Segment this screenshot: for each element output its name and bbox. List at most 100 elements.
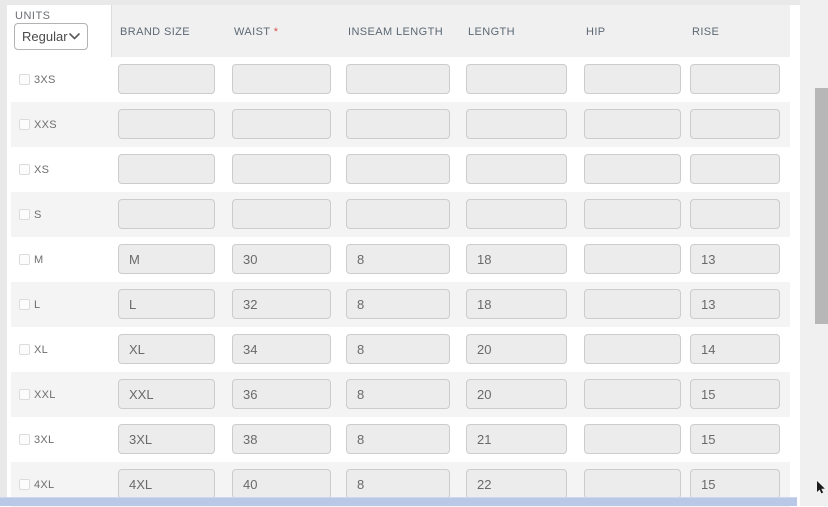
row-checkbox-3xs[interactable] (19, 74, 30, 85)
waist-input-xxl[interactable] (232, 379, 331, 409)
rise-input-xxs[interactable] (690, 109, 780, 139)
hip-input-xl[interactable] (584, 334, 681, 364)
inseam_length-input-3xl[interactable] (346, 424, 450, 454)
row-size-label: 4XL (34, 479, 55, 491)
brand_size-input-xl[interactable] (118, 334, 215, 364)
waist-input-m[interactable] (232, 244, 331, 274)
vertical-scrollbar-track[interactable] (800, 0, 828, 506)
units-panel: UNITS Regular (11, 5, 111, 57)
hip-input-4xl[interactable] (584, 469, 681, 499)
row-checkbox-xs[interactable] (19, 164, 30, 175)
vertical-scrollbar-thumb[interactable] (815, 88, 828, 324)
column-header-hip: HIP (586, 26, 606, 38)
size-row-xs: XS (11, 147, 790, 192)
row-checkbox-m[interactable] (19, 254, 30, 265)
rise-input-xs[interactable] (690, 154, 780, 184)
waist-input-xxs[interactable] (232, 109, 331, 139)
waist-input-s[interactable] (232, 199, 331, 229)
row-size-label: XXL (34, 389, 56, 401)
size-row-xxs: XXS (11, 102, 790, 147)
brand_size-input-l[interactable] (118, 289, 215, 319)
waist-input-xl[interactable] (232, 334, 331, 364)
rise-input-m[interactable] (690, 244, 780, 274)
hip-input-s[interactable] (584, 199, 681, 229)
inseam_length-input-3xs[interactable] (346, 64, 450, 94)
inseam_length-input-s[interactable] (346, 199, 450, 229)
inseam_length-input-l[interactable] (346, 289, 450, 319)
column-header-waist: WAIST * (234, 26, 279, 38)
row-checkbox-l[interactable] (19, 299, 30, 310)
hip-input-l[interactable] (584, 289, 681, 319)
size-row-m: M (11, 237, 790, 282)
hip-input-xxl[interactable] (584, 379, 681, 409)
length-input-l[interactable] (466, 289, 567, 319)
brand_size-input-s[interactable] (118, 199, 215, 229)
length-input-xl[interactable] (466, 334, 567, 364)
waist-input-l[interactable] (232, 289, 331, 319)
brand_size-input-3xl[interactable] (118, 424, 215, 454)
row-checkbox-4xl[interactable] (19, 479, 30, 490)
waist-input-xs[interactable] (232, 154, 331, 184)
hip-input-xxs[interactable] (584, 109, 681, 139)
hip-input-xs[interactable] (584, 154, 681, 184)
length-input-3xs[interactable] (466, 64, 567, 94)
rise-input-4xl[interactable] (690, 469, 780, 499)
size-row-l: L (11, 282, 790, 327)
inseam_length-input-xs[interactable] (346, 154, 450, 184)
inseam_length-input-xl[interactable] (346, 334, 450, 364)
row-checkbox-s[interactable] (19, 209, 30, 220)
length-input-4xl[interactable] (466, 469, 567, 499)
hip-input-3xs[interactable] (584, 64, 681, 94)
rise-input-xxl[interactable] (690, 379, 780, 409)
brand_size-input-3xs[interactable] (118, 64, 215, 94)
rise-input-3xs[interactable] (690, 64, 780, 94)
units-label: UNITS (15, 10, 51, 22)
units-dropdown[interactable]: Regular (14, 23, 88, 50)
size-row-3xl: 3XL (11, 417, 790, 462)
length-input-3xl[interactable] (466, 424, 567, 454)
size-row-s: S (11, 192, 790, 237)
rise-input-xl[interactable] (690, 334, 780, 364)
inseam_length-input-xxl[interactable] (346, 379, 450, 409)
waist-input-3xl[interactable] (232, 424, 331, 454)
waist-input-3xs[interactable] (232, 64, 331, 94)
row-size-label: XL (34, 344, 49, 356)
row-checkbox-xl[interactable] (19, 344, 30, 355)
chevron-down-icon (69, 33, 80, 40)
column-header-length: LENGTH (468, 26, 516, 38)
brand_size-input-xxs[interactable] (118, 109, 215, 139)
brand_size-input-xxl[interactable] (118, 379, 215, 409)
brand_size-input-4xl[interactable] (118, 469, 215, 499)
horizontal-scrollbar-thumb[interactable] (0, 497, 797, 506)
length-input-m[interactable] (466, 244, 567, 274)
row-checkbox-3xl[interactable] (19, 434, 30, 445)
brand_size-input-xs[interactable] (118, 154, 215, 184)
length-input-s[interactable] (466, 199, 567, 229)
row-checkbox-xxl[interactable] (19, 389, 30, 400)
rise-input-s[interactable] (690, 199, 780, 229)
inseam_length-input-4xl[interactable] (346, 469, 450, 499)
row-size-label: XXS (34, 119, 57, 131)
row-size-label: M (34, 254, 44, 266)
row-checkbox-xxs[interactable] (19, 119, 30, 130)
units-selected-value: Regular (22, 29, 68, 44)
waist-input-4xl[interactable] (232, 469, 331, 499)
row-size-label: XS (34, 164, 50, 176)
brand_size-input-m[interactable] (118, 244, 215, 274)
column-header-inseam_length: INSEAM LENGTH (348, 26, 444, 38)
inseam_length-input-m[interactable] (346, 244, 450, 274)
length-input-xs[interactable] (466, 154, 567, 184)
inseam_length-input-xxs[interactable] (346, 109, 450, 139)
row-size-label: L (34, 299, 41, 311)
column-header-rise: RISE (692, 26, 720, 38)
length-input-xxl[interactable] (466, 379, 567, 409)
rise-input-3xl[interactable] (690, 424, 780, 454)
row-size-label: 3XL (34, 434, 55, 446)
length-input-xxs[interactable] (466, 109, 567, 139)
hip-input-3xl[interactable] (584, 424, 681, 454)
size-row-3xs: 3XS (11, 57, 790, 102)
required-asterisk: * (270, 26, 279, 38)
row-size-label: 3XS (34, 74, 56, 86)
rise-input-l[interactable] (690, 289, 780, 319)
hip-input-m[interactable] (584, 244, 681, 274)
